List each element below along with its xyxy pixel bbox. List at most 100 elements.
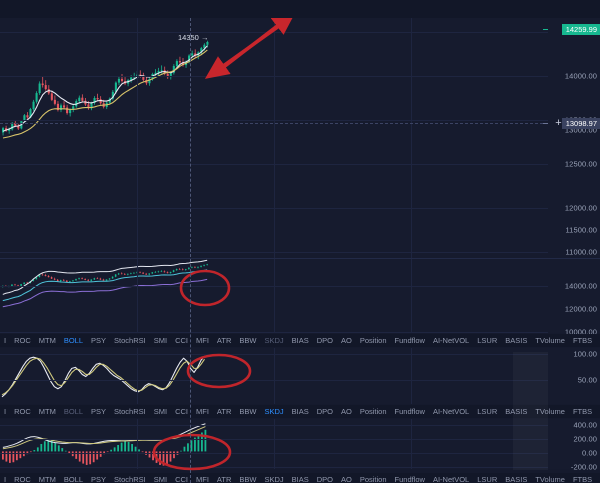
indicator-mfi[interactable]: MFI [196,407,209,416]
indicator-toolbar-macd[interactable]: I ROC MTM BOLL PSY StochRSI SMI CCI MFI ATR BBW SKD… [0,473,600,483]
indicator-ftbs[interactable]: FTBS [572,407,593,416]
indicator-dpo[interactable]: DPO [316,407,333,416]
skdj-tick: 100.00 [573,349,597,359]
indicator-cci[interactable]: CCI [175,475,188,483]
indicator-boll[interactable]: BOLL [63,475,84,483]
indicator-ai-netvol[interactable]: AI-NetVOL [432,475,470,483]
indicator-ai-netvol[interactable]: AI-NetVOL [432,407,470,416]
indicator-cci[interactable]: CCI [175,336,188,345]
indicator-lsur[interactable]: LSUR [477,475,498,483]
indicator-dpo[interactable]: DPO [316,475,333,483]
red-ellipse-annotation [186,353,252,389]
indicator-mtm[interactable]: MTM [38,336,56,345]
red-v-arrow-annotation [204,18,295,79]
indicator-stochrsi[interactable]: StochRSI [114,475,146,483]
indicator-tvolume[interactable]: TVolume [535,475,565,483]
indicator-bias[interactable]: BIAS [291,407,309,416]
red-ellipse-annotation [179,269,231,307]
indicator-position[interactable]: Position [359,336,387,345]
indicator-skdj[interactable]: SKDJ [264,475,284,483]
indicator-i[interactable]: I [4,407,7,416]
macd-panel [0,419,600,469]
add-order-icon[interactable]: + [555,117,562,129]
indicator-tvolume[interactable]: TVolume [535,407,565,416]
price-tick: 12000.00 [564,203,597,213]
indicator-mfi[interactable]: MFI [196,475,209,483]
indicator-atr[interactable]: ATR [216,475,232,483]
indicator-fundflow[interactable]: Fundflow [394,407,425,416]
indicator-toolbar-skdj[interactable]: I ROC MTM BOLL PSY StochRSI SMI CCI MFI ATR BBW SKD… [0,405,600,418]
price-tick: 11500.00 [565,225,597,235]
indicator-basis[interactable]: BASIS [505,475,528,483]
indicator-mfi[interactable]: MFI [196,336,209,345]
indicator-ftbs[interactable]: FTBS [572,475,593,483]
indicator-roc[interactable]: ROC [14,475,31,483]
indicator-skdj[interactable]: SKDJ [264,407,284,416]
indicator-dpo[interactable]: DPO [316,336,333,345]
skdj-panel [0,348,600,404]
indicator-smi[interactable]: SMI [153,475,168,483]
indicator-skdj[interactable]: SKDJ [264,336,284,345]
macd-tick: 0.00 [582,448,597,458]
boll-series [2,259,208,308]
indicator-position[interactable]: Position [359,407,387,416]
price-note-label: 14350 → [178,33,209,42]
boll-tick: 12000.00 [564,304,597,314]
indicator-stochrsi[interactable]: StochRSI [114,407,146,416]
price-panel [0,18,600,258]
indicator-stochrsi[interactable]: StochRSI [114,336,146,345]
indicator-mtm[interactable]: MTM [38,475,56,483]
price-tick: 12500.00 [564,159,597,169]
indicator-bbw[interactable]: BBW [239,336,257,345]
cursor-hline [0,123,548,124]
indicator-i[interactable]: I [4,475,7,483]
indicator-atr[interactable]: ATR [216,407,232,416]
indicator-boll[interactable]: BOLL [63,407,84,416]
indicator-psy[interactable]: PSY [91,336,107,345]
indicator-bbw[interactable]: BBW [239,475,257,483]
indicator-roc[interactable]: ROC [14,407,31,416]
indicator-fundflow[interactable]: Fundflow [394,475,425,483]
indicator-lsur[interactable]: LSUR [477,407,498,416]
indicator-ttsi[interactable]: TTSI [596,405,600,418]
indicator-roc[interactable]: ROC [14,336,31,345]
indicator-psy[interactable]: PSY [91,475,107,483]
indicator-ao[interactable]: AO [341,475,352,483]
indicator-ttsi[interactable]: TTSI [596,473,600,483]
indicator-smi[interactable]: SMI [153,407,168,416]
indicator-ai-netvol[interactable]: AI-NetVOL [432,336,470,345]
indicator-ao[interactable]: AO [341,336,352,345]
indicator-bias[interactable]: BIAS [291,336,309,345]
indicator-bias[interactable]: BIAS [291,475,309,483]
indicator-psy[interactable]: PSY [91,407,107,416]
indicator-atr[interactable]: ATR [216,336,232,345]
indicator-ftbs[interactable]: FTBS [572,336,593,345]
indicator-ao[interactable]: AO [341,407,352,416]
indicator-toolbar-boll[interactable]: I ROC MTM BOLL PSY StochRSI SMI CCI MFI ATR BBW SKD… [0,334,600,347]
cursor-price-badge[interactable]: 13098.97 [561,118,600,129]
indicator-basis[interactable]: BASIS [505,407,528,416]
indicator-fundflow[interactable]: Fundflow [394,336,425,345]
price-axis: 14500.00 14000.00 13500.00 13000.00 1250… [548,18,600,258]
indicator-ttsi[interactable]: TTSI [596,334,600,347]
crosshair-vline [190,18,191,483]
indicator-basis[interactable]: BASIS [505,336,528,345]
boll-axis: 14000.00 12000.00 10000.00 [548,259,600,337]
candlestick-series [2,40,209,139]
indicator-smi[interactable]: SMI [153,336,168,345]
boll-tick: 10000.00 [564,327,597,337]
price-tick: 11000.00 [565,247,597,257]
indicator-lsur[interactable]: LSUR [477,336,498,345]
last-price-badge[interactable]: 14259.99 [561,24,600,35]
indicator-bbw[interactable]: BBW [239,407,257,416]
indicator-mtm[interactable]: MTM [38,407,56,416]
indicator-i[interactable]: I [4,336,7,345]
indicator-boll[interactable]: BOLL [63,336,84,345]
indicator-cci[interactable]: CCI [175,407,188,416]
indicator-position[interactable]: Position [359,475,387,483]
indicator-tvolume[interactable]: TVolume [535,336,565,345]
macd-tick: -200.00 [570,462,597,472]
macd-axis: 400.00 200.00 0.00 -200.00 [548,419,600,483]
red-ellipse-annotation [152,433,232,471]
